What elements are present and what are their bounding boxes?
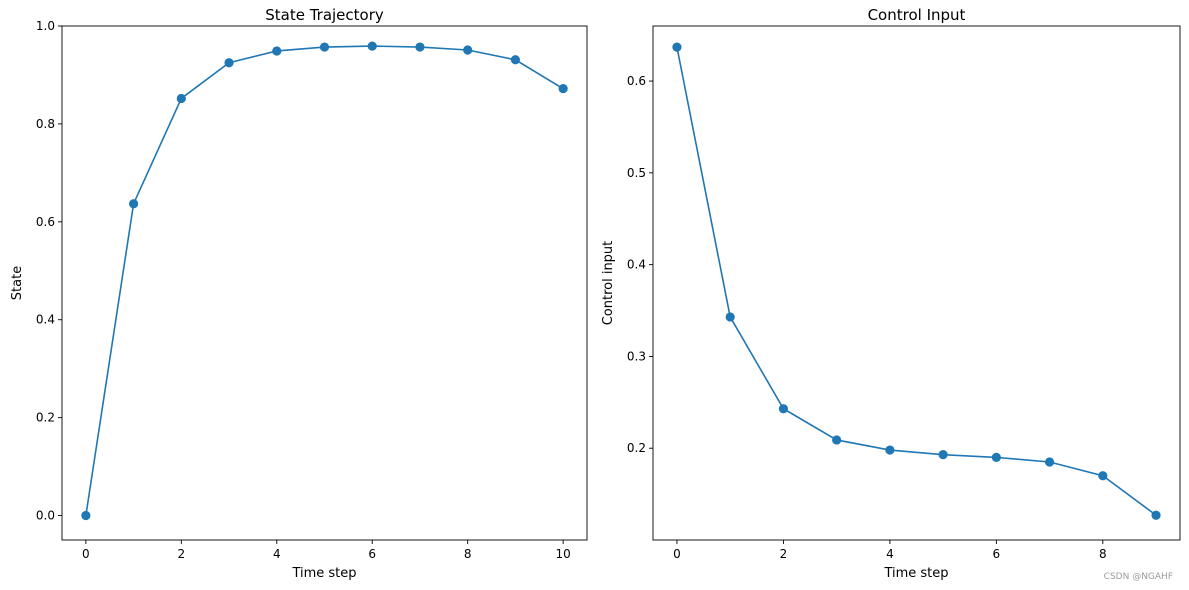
- data-point: [176, 93, 186, 104]
- data-point: [272, 46, 282, 56]
- data-point: [938, 450, 948, 460]
- series-line: [676, 46, 1157, 516]
- data-point: [128, 199, 139, 209]
- y-axis-label: State: [10, 266, 25, 300]
- x-tick-label: 4: [273, 547, 281, 561]
- data-point: [832, 435, 842, 445]
- y-tick-label: 0.6: [36, 215, 55, 229]
- data-point: [415, 42, 425, 52]
- y-tick-label: 0.6: [627, 74, 646, 88]
- data-point: [224, 58, 234, 68]
- x-tick-label: 6: [368, 547, 376, 561]
- x-tick-label: 6: [993, 547, 1001, 561]
- x-tick-label: 2: [177, 547, 185, 561]
- y-tick-label: 0.0: [36, 509, 55, 523]
- x-tick-label: 10: [555, 547, 570, 561]
- data-point: [463, 45, 473, 55]
- watermark: CSDN @NGAHF: [1103, 572, 1173, 582]
- data-point: [885, 445, 895, 455]
- chart-title: Control Input: [868, 6, 966, 24]
- chart-state-trajectory: State Trajectory 0 2 4 6 8 10 0.0 0.2 0.4 0.6 0.8 1.…: [10, 6, 588, 581]
- data-point: [510, 55, 521, 65]
- x-tick-label: 0: [673, 547, 681, 561]
- data-point: [1151, 510, 1161, 520]
- y-tick-label: 0.8: [36, 117, 55, 131]
- data-point: [558, 84, 568, 94]
- x-tick-label: 2: [780, 547, 788, 561]
- x-tick-label: 0: [82, 547, 90, 561]
- x-axis-label: Time step: [883, 566, 948, 581]
- y-tick-label: 0.4: [36, 313, 55, 327]
- data-point: [81, 510, 91, 521]
- y-axis-label: Control input: [601, 241, 616, 326]
- data-point: [367, 41, 377, 51]
- data-point: [991, 452, 1001, 462]
- series-line: [85, 45, 564, 516]
- x-tick-label: 4: [886, 547, 894, 561]
- y-tick-label: 0.4: [627, 258, 646, 272]
- axes-frame: [61, 25, 588, 541]
- x-tick-label: 8: [464, 547, 472, 561]
- data-point: [1098, 471, 1108, 481]
- data-point: [672, 42, 682, 52]
- y-tick-label: 0.5: [627, 166, 646, 180]
- y-tick-label: 0.2: [627, 441, 646, 455]
- data-point: [778, 404, 789, 414]
- axes-frame: [652, 25, 1181, 541]
- x-axis-label: Time step: [291, 566, 356, 581]
- y-tick-label: 0.3: [627, 349, 646, 363]
- data-point: [1044, 457, 1055, 467]
- y-tick-label: 0.2: [36, 411, 55, 425]
- x-tick-label: 8: [1099, 547, 1107, 561]
- data-point: [725, 312, 735, 322]
- y-tick-label: 1.0: [36, 19, 55, 33]
- chart-control-input: Control Input 0 2 4 6 8 0.2 0.3 0.4 0.5 0.6 Time st…: [601, 6, 1181, 581]
- data-point: [319, 42, 330, 52]
- chart-title: State Trajectory: [265, 6, 384, 24]
